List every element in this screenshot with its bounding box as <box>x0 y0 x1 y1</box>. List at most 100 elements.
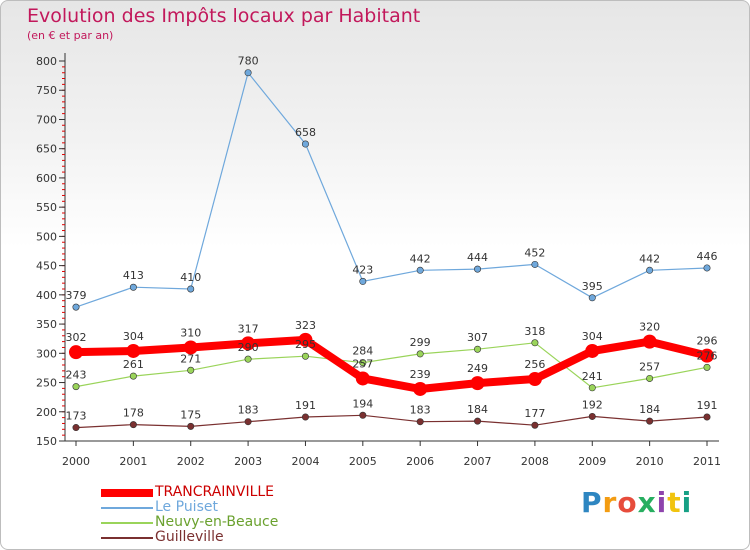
y-tick-label: 250 <box>36 377 57 390</box>
data-point <box>301 413 309 421</box>
data-point <box>241 336 256 351</box>
legend-label: TRANCRAINVILLE <box>155 484 275 500</box>
data-point <box>531 260 539 268</box>
data-label: 173 <box>66 410 87 423</box>
data-point <box>646 374 654 382</box>
data-point <box>183 340 198 355</box>
data-point <box>531 339 539 347</box>
data-point <box>244 355 252 363</box>
legend-label: Neuvy-en-Beauce <box>155 514 279 530</box>
legend-swatch <box>101 522 153 524</box>
x-tick-label: 2000 <box>62 455 90 468</box>
data-label: 317 <box>238 322 259 335</box>
data-label: 239 <box>410 368 431 381</box>
data-label: 304 <box>123 330 144 343</box>
data-label: 395 <box>582 280 603 293</box>
x-tick-label: 2010 <box>636 455 664 468</box>
data-point <box>642 334 657 349</box>
series-line-0 <box>75 335 708 393</box>
series-line-2 <box>75 342 708 389</box>
data-label: 184 <box>639 403 660 416</box>
y-tick-label: 600 <box>36 172 57 185</box>
data-point <box>470 376 485 391</box>
data-point <box>187 285 195 293</box>
data-label: 184 <box>467 403 488 416</box>
data-label: 658 <box>295 126 316 139</box>
data-point <box>588 294 596 302</box>
data-point <box>588 384 596 392</box>
data-point <box>359 359 367 367</box>
data-label: 780 <box>238 55 259 68</box>
y-tick-label: 350 <box>36 318 57 331</box>
x-tick-label: 2001 <box>119 455 147 468</box>
data-point <box>703 264 711 272</box>
legend: TRANCRAINVILLE Le Puiset Neuvy-en-Beauce Gu… <box>101 484 361 545</box>
data-point <box>646 266 654 274</box>
data-label: 452 <box>524 246 545 259</box>
data-point <box>244 418 252 426</box>
y-tick-label: 500 <box>36 230 57 243</box>
data-label: 192 <box>582 398 603 411</box>
data-point <box>129 421 137 429</box>
data-point <box>72 383 80 391</box>
data-labels: 302 304 310 317 323 257 239 249 256 304 320 296 379 4… <box>66 55 718 423</box>
data-label: 446 <box>697 250 718 263</box>
brand-letter: o <box>617 486 638 519</box>
axes: 150 200 250 300 350 400 450 500 550 600 650 700 750 8… <box>36 53 721 468</box>
data-label: 241 <box>582 370 603 383</box>
data-label: 249 <box>467 362 488 375</box>
data-point <box>585 343 600 358</box>
data-label: 410 <box>180 271 201 284</box>
data-point <box>588 412 596 420</box>
data-point <box>703 363 711 371</box>
y-tick-label: 450 <box>36 260 57 273</box>
data-point <box>187 422 195 430</box>
y-tick-label: 650 <box>36 143 57 156</box>
data-point <box>700 348 714 363</box>
brand-letter: P <box>581 486 603 519</box>
data-point <box>129 283 137 291</box>
data-label: 423 <box>352 263 373 276</box>
data-point <box>474 265 482 273</box>
data-point <box>72 303 80 311</box>
legend-swatch <box>101 489 153 497</box>
data-label: 302 <box>66 331 87 344</box>
data-point <box>359 277 367 285</box>
data-point <box>646 417 654 425</box>
data-label: 320 <box>639 321 660 334</box>
x-tick-label: 2011 <box>693 455 721 468</box>
data-point <box>69 345 83 360</box>
series-line-3 <box>75 414 708 429</box>
data-label: 442 <box>410 252 431 265</box>
data-point <box>413 381 428 396</box>
x-tick-label: 2003 <box>234 455 262 468</box>
data-label: 299 <box>410 336 431 349</box>
data-point <box>474 417 482 425</box>
legend-label: Le Puiset <box>155 499 218 515</box>
y-tick-label: 550 <box>36 201 57 214</box>
data-label: 261 <box>123 358 144 371</box>
data-label: 256 <box>524 358 545 371</box>
data-label: 413 <box>123 269 144 282</box>
data-point <box>129 372 137 380</box>
legend-item: TRANCRAINVILLE <box>101 484 361 500</box>
x-tick-label: 2007 <box>464 455 492 468</box>
chart-title: Evolution des Impôts locaux par Habitant <box>27 5 421 27</box>
data-point <box>531 421 539 429</box>
data-label: 318 <box>524 325 545 338</box>
data-label: 276 <box>697 349 718 362</box>
chart-subtitle: (en € et par an) <box>27 29 114 42</box>
data-label: 243 <box>66 369 87 382</box>
x-tick-label: 2002 <box>177 455 205 468</box>
y-tick-label: 150 <box>36 435 57 448</box>
brand-letter: r <box>602 486 618 519</box>
data-label: 379 <box>66 289 87 302</box>
data-label: 310 <box>180 326 201 339</box>
data-label: 290 <box>238 341 259 354</box>
data-label: 183 <box>238 404 259 417</box>
x-tick-label: 2008 <box>521 455 549 468</box>
data-label: 183 <box>410 404 431 417</box>
legend-swatch <box>101 537 153 539</box>
data-label: 191 <box>697 399 718 412</box>
